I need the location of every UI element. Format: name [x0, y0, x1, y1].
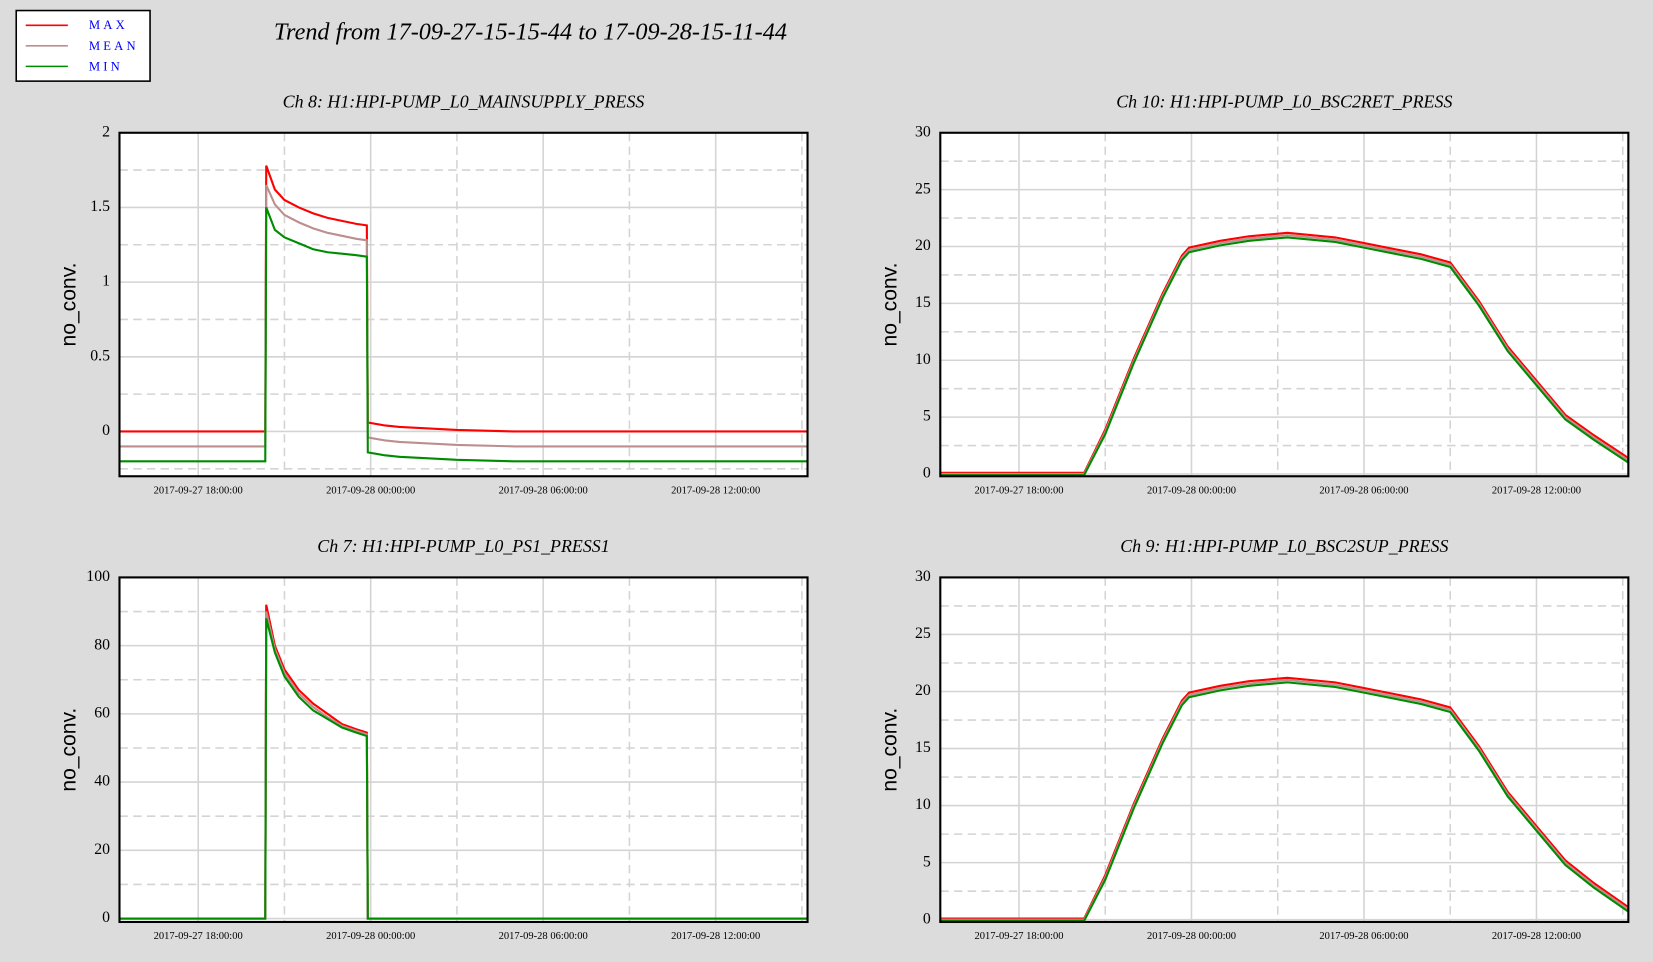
chart-title: Ch 8: H1:HPI-PUMP_L0_MAINSUPPLY_PRESS: [283, 91, 645, 111]
y-tick-label: 1: [102, 273, 110, 290]
y-tick-label: 25: [915, 625, 931, 642]
legend-label: MEAN: [89, 39, 139, 53]
y-tick-label: 5: [923, 853, 931, 870]
y-tick-label: 30: [915, 568, 931, 585]
y-axis-label: no_conv.: [878, 263, 901, 347]
page-title: Trend from 17-09-27-15-15-44 to 17-09-28…: [274, 18, 787, 45]
legend-label: MAX: [89, 18, 128, 32]
series-line: [119, 207, 808, 463]
y-axis-label: no_conv.: [58, 708, 81, 792]
series-line: [119, 618, 808, 920]
y-tick-label: 60: [94, 704, 110, 721]
y-tick-label: 0: [923, 910, 931, 927]
plot-area: [940, 132, 1629, 477]
y-tick-label: 20: [915, 682, 931, 699]
x-tick-label: 2017-09-28 00:00:00: [1147, 485, 1236, 496]
plot-frame: [939, 576, 1630, 924]
x-tick-label: 2017-09-28 00:00:00: [326, 931, 415, 942]
series-line: [940, 681, 1629, 922]
y-tick-label: 80: [94, 636, 110, 653]
y-tick-label: 0: [923, 465, 931, 482]
plot-frame: [118, 576, 809, 924]
y-tick-label: 40: [94, 773, 110, 790]
y-tick-label: 15: [915, 294, 931, 311]
series-line: [119, 184, 808, 448]
chart-title: Ch 7: H1:HPI-PUMP_L0_PS1_PRESS1: [317, 536, 609, 556]
x-tick-label: 2017-09-28 06:00:00: [499, 931, 588, 942]
y-tick-label: 25: [915, 180, 931, 197]
plot-frame: [118, 131, 809, 478]
plot-area: [119, 577, 808, 922]
y-tick-label: 2: [102, 123, 110, 140]
x-tick-label: 2017-09-27 18:00:00: [154, 485, 243, 496]
y-tick-label: 0.5: [90, 347, 110, 364]
y-axis-label: no_conv.: [878, 708, 901, 792]
chart-title: Ch 10: H1:HPI-PUMP_L0_BSC2RET_PRESS: [1116, 91, 1452, 111]
x-tick-label: 2017-09-27 18:00:00: [974, 485, 1063, 496]
y-axis-label: no_conv.: [58, 263, 81, 347]
y-tick-label: 20: [94, 841, 110, 858]
y-tick-label: 10: [915, 351, 931, 368]
y-tick-label: 15: [915, 739, 931, 756]
series-line: [940, 236, 1629, 477]
x-tick-label: 2017-09-28 06:00:00: [1319, 485, 1408, 496]
y-tick-label: 100: [86, 568, 110, 585]
x-tick-label: 2017-09-27 18:00:00: [974, 931, 1063, 942]
y-tick-label: 1.5: [90, 198, 110, 215]
chart-title: Ch 9: H1:HPI-PUMP_L0_BSC2SUP_PRESS: [1120, 536, 1448, 556]
plot-frame: [939, 131, 1630, 478]
y-tick-label: 5: [923, 408, 931, 425]
x-tick-label: 2017-09-28 12:00:00: [671, 931, 760, 942]
x-tick-label: 2017-09-28 12:00:00: [1492, 931, 1581, 942]
y-tick-label: 30: [915, 123, 931, 140]
y-tick-label: 10: [915, 796, 931, 813]
x-tick-label: 2017-09-28 06:00:00: [1319, 931, 1408, 942]
legend-label: MIN: [89, 59, 123, 73]
y-tick-label: 0: [102, 422, 110, 439]
x-tick-label: 2017-09-28 00:00:00: [1147, 931, 1236, 942]
y-tick-label: 0: [102, 909, 110, 926]
x-tick-label: 2017-09-28 06:00:00: [499, 485, 588, 496]
y-tick-label: 20: [915, 237, 931, 254]
x-tick-label: 2017-09-28 12:00:00: [1492, 485, 1581, 496]
series-line: [119, 165, 808, 433]
plot-area: [119, 132, 808, 477]
x-tick-label: 2017-09-28 12:00:00: [671, 485, 760, 496]
plot-area: [940, 577, 1629, 922]
x-tick-label: 2017-09-27 18:00:00: [154, 931, 243, 942]
x-tick-label: 2017-09-28 00:00:00: [326, 485, 415, 496]
